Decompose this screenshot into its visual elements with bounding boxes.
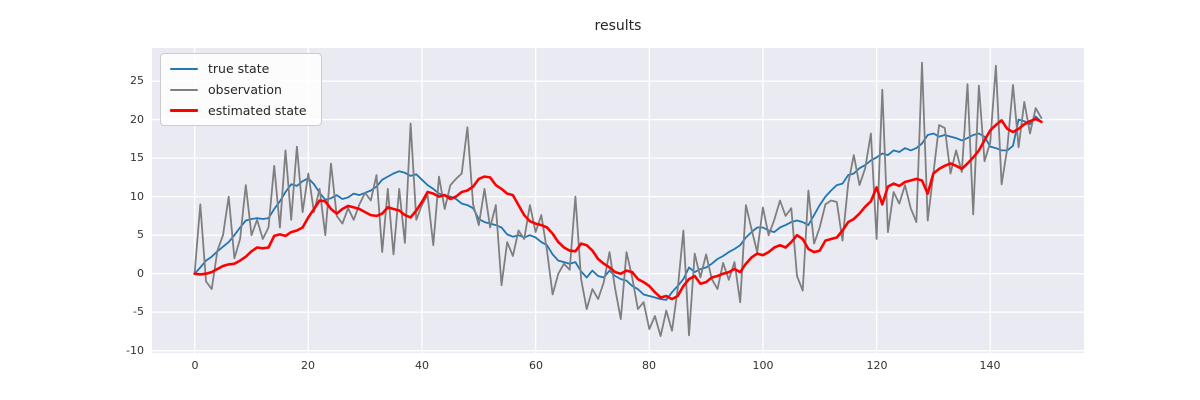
plot-area: true state observation estimated state — [152, 48, 1084, 353]
series-estimated-state — [193, 117, 1043, 301]
legend: true state observation estimated state — [160, 53, 322, 126]
line-swatch-icon — [170, 67, 198, 70]
y-tick-label: 0 — [137, 267, 144, 280]
y-tick-label: 5 — [137, 228, 144, 241]
legend-item-observation: observation — [170, 82, 307, 97]
line-swatch-icon — [170, 88, 198, 91]
x-tick-label: 20 — [301, 359, 315, 372]
chart-title: results — [594, 18, 642, 34]
x-tick-label: 0 — [191, 359, 199, 372]
x-tick-label: 120 — [866, 359, 888, 372]
y-tick-label: -10 — [126, 344, 144, 357]
y-tick-label: 15 — [130, 151, 144, 164]
legend-item-true-state: true state — [170, 61, 307, 76]
x-tick-label: 100 — [752, 359, 774, 372]
legend-label: observation — [208, 82, 282, 97]
x-tick-label: 40 — [415, 359, 429, 372]
legend-label: true state — [208, 61, 270, 76]
y-tick-label: 10 — [130, 190, 144, 203]
series-true-state — [193, 115, 1043, 301]
x-tick-label: 140 — [979, 359, 1001, 372]
chart-canvas — [152, 48, 1084, 353]
x-tick-label: 60 — [529, 359, 543, 372]
legend-item-estimated-state: estimated state — [170, 103, 307, 118]
x-tick-label: 80 — [642, 359, 656, 372]
y-tick-label: 20 — [130, 113, 144, 126]
legend-label: estimated state — [208, 103, 307, 118]
y-tick-label: 25 — [130, 74, 144, 87]
y-tick-label: -5 — [133, 305, 144, 318]
line-swatch-icon — [170, 109, 198, 112]
series-observation — [193, 61, 1043, 338]
